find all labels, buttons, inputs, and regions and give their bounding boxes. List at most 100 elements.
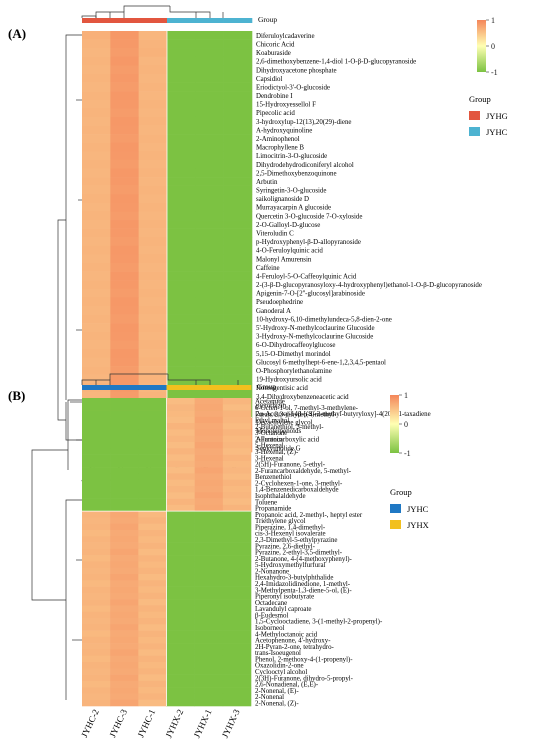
- heatmap-cell: [166, 498, 195, 506]
- heatmap-cell: [110, 134, 139, 143]
- heatmap-cell: [195, 65, 224, 75]
- heatmap-cell: [110, 48, 139, 58]
- legend-label: JYHC: [407, 504, 429, 514]
- row-label: Homogentisic acid: [256, 385, 308, 392]
- heatmap-cell: [138, 555, 167, 562]
- heatmap-cell: [138, 523, 167, 531]
- row-label: 5-Hexenal: [255, 443, 284, 450]
- heatmap-cell: [195, 237, 224, 247]
- dendrogram-branch: [169, 6, 211, 18]
- heatmap-cell: [194, 662, 224, 669]
- heatmap-cell: [194, 473, 224, 481]
- heatmap-cell: [167, 211, 196, 221]
- heatmap-cell: [138, 228, 168, 238]
- heatmap-cell: [138, 305, 168, 315]
- heatmap-cell: [166, 561, 195, 569]
- heatmap-cell: [223, 366, 253, 375]
- heatmap-cell: [110, 624, 139, 631]
- heatmap-cell: [167, 159, 196, 169]
- heatmap-cell: [82, 374, 111, 384]
- heatmap-cell: [110, 567, 139, 575]
- heatmap-cell: [82, 555, 111, 562]
- heatmap-cell: [138, 492, 167, 499]
- heatmap-cell: [138, 262, 168, 272]
- heatmap-cell: [222, 435, 252, 443]
- heatmap-cell: [167, 271, 196, 281]
- heatmap-cell: [110, 280, 139, 290]
- colorbar: [390, 395, 399, 453]
- row-label: Propanamide: [255, 506, 291, 513]
- row-label: 2-Cyclohexen-1-one, 3-methyl-: [255, 480, 343, 487]
- heatmap-cell: [223, 262, 253, 272]
- heatmap-cell: [138, 245, 168, 255]
- heatmap-cell: [223, 340, 253, 350]
- row-label: 2-Butanone, 4-(4-methoxyphenyl)-: [255, 556, 353, 563]
- heatmap-cell: [82, 592, 111, 600]
- group-bar-cell: [222, 385, 252, 390]
- heatmap-cell: [195, 245, 224, 255]
- row-label: 3-Hexenal, (Z)-: [255, 449, 299, 456]
- heatmap-cell: [195, 202, 224, 212]
- heatmap-cell: [138, 65, 168, 75]
- row-label: 2,5-Dimethoxybenzoquinone: [256, 170, 337, 177]
- heatmap-cell: [223, 39, 253, 49]
- heatmap-cell: [82, 680, 111, 688]
- heatmap-cell: [138, 116, 168, 126]
- heatmap-cell: [138, 73, 168, 83]
- heatmap-cell: [167, 142, 196, 152]
- heatmap-cell: [82, 699, 111, 707]
- row-label: picrorhizin: [256, 402, 287, 409]
- row-label: Pyrazine, 2-ethyl-3,5-dimethyl-: [255, 550, 343, 557]
- row-label: trans-Isoeugenol: [255, 650, 301, 657]
- heatmap-cell: [194, 618, 224, 625]
- heatmap-cell: [110, 649, 139, 657]
- heatmap-cell: [110, 542, 139, 550]
- heatmap-cell: [138, 39, 168, 49]
- group-bar-cell: [195, 18, 224, 23]
- group-bar-cell: [138, 385, 167, 390]
- colorbar-tick-label: 1: [404, 391, 408, 400]
- heatmap-cell: [195, 82, 224, 92]
- row-label: Dendrobine I: [256, 93, 293, 100]
- heatmap-cell: [195, 151, 224, 161]
- heatmap-cell: [167, 366, 196, 375]
- column-label: JYHX-3: [220, 707, 242, 739]
- heatmap-cell: [82, 168, 111, 178]
- dendrogram-branch: [65, 402, 82, 441]
- heatmap-cell: [194, 674, 224, 682]
- row-label: Isophthalaldehyde: [255, 493, 306, 500]
- heatmap-cell: [82, 31, 111, 40]
- heatmap-cell: [82, 662, 111, 669]
- heatmap-cell: [110, 108, 139, 118]
- heatmap-cell: [82, 693, 111, 701]
- heatmap-cell: [138, 636, 167, 644]
- heatmap-cell: [82, 504, 111, 512]
- heatmap-cell: [82, 391, 111, 401]
- row-label: Acetamide: [255, 399, 285, 406]
- heatmap-cell: [110, 530, 139, 537]
- heatmap-cell: [138, 151, 168, 161]
- heatmap-cell: [166, 687, 195, 694]
- heatmap-cell: [110, 288, 139, 298]
- column-label: JYHC-3: [107, 707, 129, 739]
- heatmap-cell: [138, 674, 167, 682]
- group-bar-cell: [82, 18, 111, 23]
- row-label: Acetophenone, 4'-hydroxy-: [255, 638, 331, 645]
- heatmap-cell: [110, 467, 139, 474]
- heatmap-cell: [82, 340, 111, 350]
- heatmap-cell: [110, 662, 139, 669]
- heatmap-cell: [82, 142, 111, 152]
- row-label: 2-Nonenal: [255, 694, 284, 701]
- heatmap-cell: [166, 429, 195, 437]
- row-label: Oxazolidin-2-one: [255, 663, 304, 670]
- colorbar-tick-label: 0: [404, 420, 408, 429]
- dendrogram-branch: [31, 449, 68, 601]
- heatmap-cell: [195, 142, 224, 152]
- heatmap-cell: [222, 668, 252, 675]
- heatmap-cell: [223, 108, 253, 118]
- heatmap-cell: [138, 511, 167, 518]
- heatmap-cell: [82, 366, 111, 375]
- heatmap-cell: [82, 655, 111, 663]
- heatmap-cell: [195, 125, 224, 135]
- heatmap-cell: [138, 574, 167, 581]
